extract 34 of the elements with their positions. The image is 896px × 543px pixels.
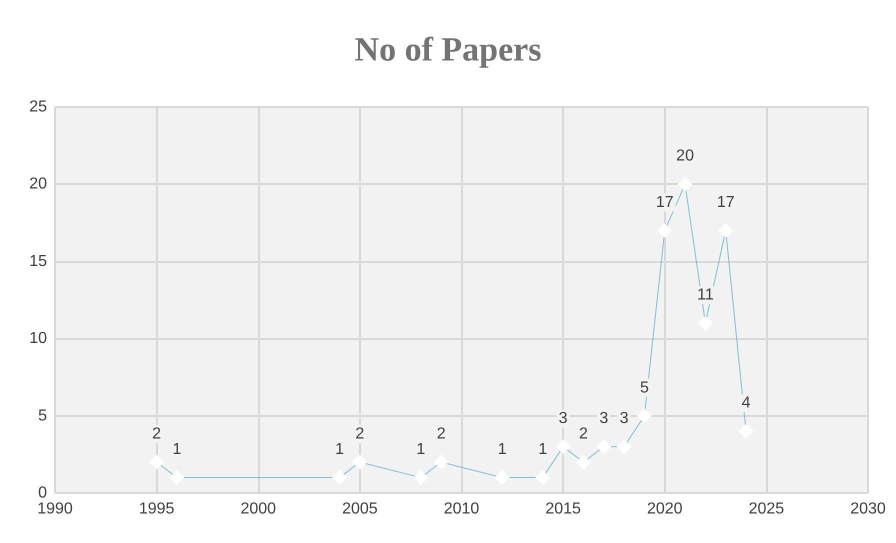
data-label: 2 — [152, 426, 162, 443]
y-tick-label: 15 — [29, 252, 48, 270]
data-label: 20 — [676, 148, 694, 165]
x-tick-label: 2000 — [240, 500, 276, 518]
x-tick-label: 2010 — [444, 500, 480, 518]
data-label: 3 — [599, 410, 608, 428]
data-label: 17 — [716, 194, 735, 212]
y-tick-label: 0 — [38, 484, 48, 502]
data-label: 1 — [498, 441, 507, 458]
data-label: 1 — [172, 441, 182, 458]
data-label: 3 — [620, 410, 629, 428]
x-tick-label: 1995 — [138, 500, 175, 518]
x-tick-label: 1990 — [37, 500, 73, 518]
data-label: 2 — [355, 426, 364, 443]
y-tick-label: 20 — [29, 176, 48, 193]
data-label: 5 — [640, 379, 649, 396]
data-label: 1 — [335, 441, 344, 458]
y-tick-label: 5 — [38, 407, 48, 424]
data-label: 1 — [538, 441, 548, 458]
data-label: 3 — [558, 410, 568, 428]
x-tick-label: 2005 — [342, 500, 378, 518]
data-label: 11 — [697, 286, 714, 304]
data-label: 17 — [656, 194, 674, 212]
data-label: 1 — [416, 441, 426, 458]
x-tick-label: 2025 — [748, 500, 784, 518]
y-tick-label: 25 — [29, 98, 48, 116]
data-label: 4 — [742, 394, 751, 412]
x-tick-label: 2015 — [545, 500, 582, 518]
data-label: 2 — [578, 426, 588, 443]
x-tick-label: 2020 — [646, 500, 683, 518]
chart-title: No of Papers — [354, 32, 542, 68]
x-tick-label: 2030 — [850, 500, 886, 518]
data-label: 2 — [436, 426, 446, 443]
y-tick-label: 10 — [29, 330, 48, 348]
